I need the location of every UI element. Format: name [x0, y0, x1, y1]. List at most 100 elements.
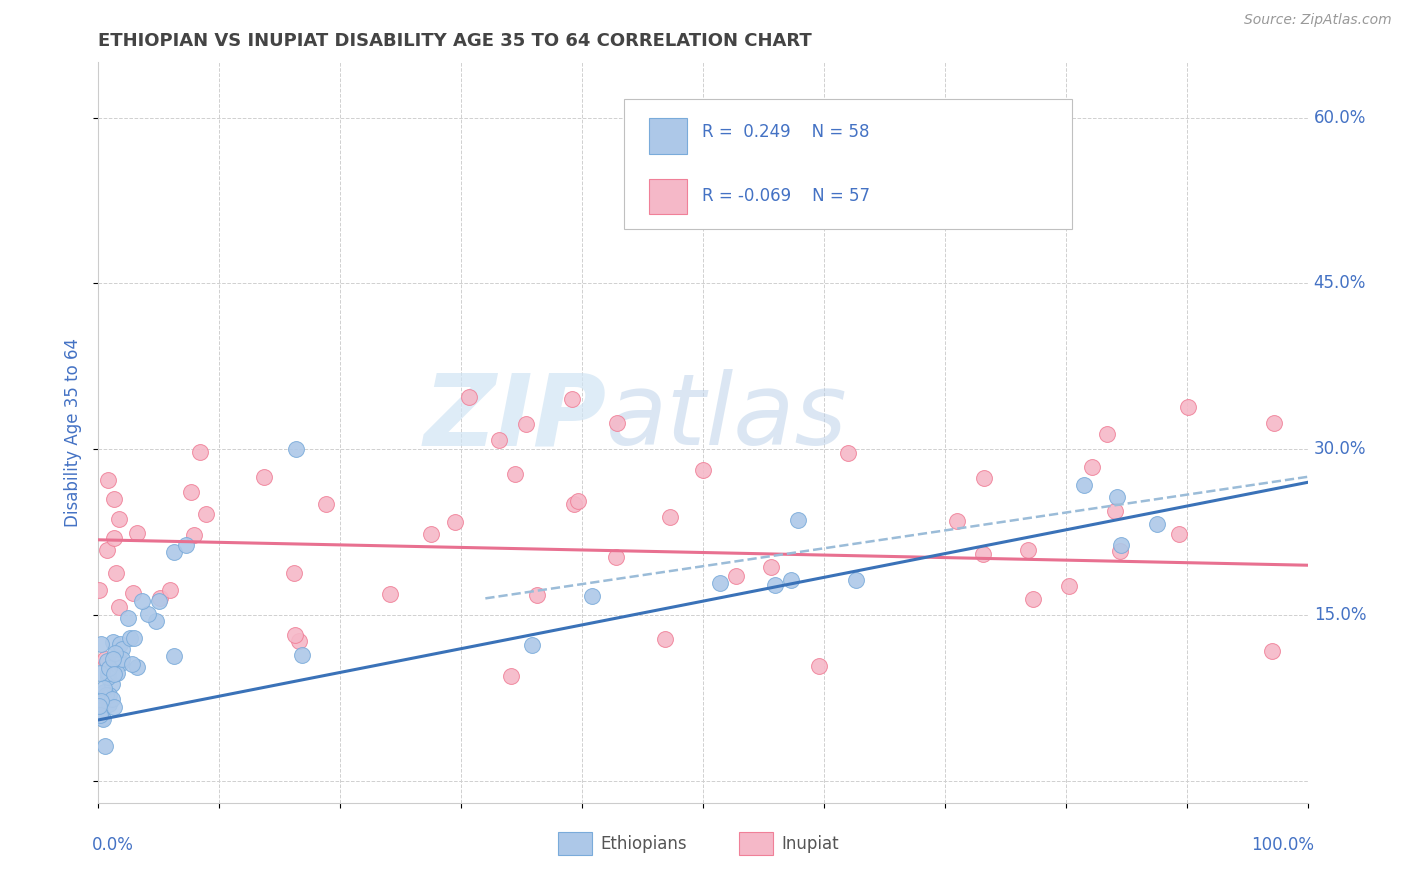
Point [101, 635, 124, 649]
Point [420, 526, 443, 541]
Point [103, 532, 125, 546]
Point [1057, 579, 1080, 593]
Point [98, 697, 121, 711]
Point [195, 507, 218, 521]
Point [759, 560, 782, 574]
Text: 60.0%: 60.0% [1313, 109, 1367, 127]
Point [89, 666, 111, 681]
Text: Inupiat: Inupiat [782, 835, 839, 853]
Point [87, 583, 110, 598]
Point [94, 739, 117, 753]
Point [567, 494, 589, 508]
Point [972, 547, 994, 561]
FancyBboxPatch shape [558, 832, 592, 855]
Point [149, 591, 172, 605]
Y-axis label: Disability Age 35 to 64: Disability Age 35 to 64 [65, 338, 83, 527]
Point [786, 513, 808, 527]
Point [89, 707, 111, 722]
Point [188, 445, 211, 459]
Point [111, 641, 134, 656]
Point [148, 593, 170, 607]
Point [807, 659, 830, 673]
Point [562, 497, 585, 511]
Point [725, 568, 748, 582]
Point [1146, 517, 1168, 532]
Point [96, 543, 118, 558]
Point [561, 392, 583, 406]
Point [97, 670, 120, 684]
Point [93, 681, 115, 695]
Text: 0.0%: 0.0% [93, 836, 134, 855]
Point [1017, 543, 1039, 558]
Point [101, 692, 124, 706]
Text: R = -0.069    N = 57: R = -0.069 N = 57 [702, 187, 870, 205]
Text: 45.0%: 45.0% [1313, 275, 1367, 293]
Point [108, 600, 131, 615]
Point [378, 587, 401, 601]
Point [96, 473, 118, 487]
Point [1073, 478, 1095, 492]
Text: ZIP: ZIP [423, 369, 606, 467]
Point [98, 660, 121, 674]
Point [93, 652, 115, 666]
Point [90, 696, 112, 710]
Point [125, 526, 148, 541]
Point [117, 611, 139, 625]
Point [457, 390, 479, 404]
Point [103, 667, 125, 681]
Point [111, 652, 134, 666]
Point [110, 656, 132, 670]
FancyBboxPatch shape [648, 118, 688, 153]
Point [315, 497, 337, 511]
Point [1081, 460, 1104, 475]
Point [105, 566, 128, 580]
Point [1104, 504, 1126, 518]
Point [121, 657, 143, 672]
Point [284, 442, 307, 457]
Point [103, 492, 125, 507]
Text: ETHIOPIAN VS INUPIAT DISABILITY AGE 35 TO 64 CORRELATION CHART: ETHIOPIAN VS INUPIAT DISABILITY AGE 35 T… [98, 32, 813, 50]
Text: Ethiopians: Ethiopians [600, 835, 688, 853]
Point [291, 648, 314, 662]
Text: 15.0%: 15.0% [1313, 606, 1367, 624]
Point [1095, 427, 1118, 442]
Point [93, 685, 115, 699]
Point [253, 470, 276, 484]
Point [124, 632, 146, 646]
Text: 100.0%: 100.0% [1250, 836, 1313, 855]
Point [780, 573, 803, 587]
Point [515, 417, 537, 431]
Point [1177, 400, 1199, 414]
Text: atlas: atlas [606, 369, 848, 467]
Text: 30.0%: 30.0% [1313, 440, 1367, 458]
Point [606, 416, 628, 430]
Point [159, 582, 181, 597]
Point [122, 586, 145, 600]
Point [1167, 526, 1189, 541]
Point [174, 539, 197, 553]
Text: Source: ZipAtlas.com: Source: ZipAtlas.com [1244, 13, 1392, 28]
Point [163, 648, 186, 663]
Point [1108, 544, 1130, 558]
Point [605, 549, 627, 564]
Point [125, 660, 148, 674]
Point [101, 677, 124, 691]
Point [89, 691, 111, 706]
Point [91, 713, 114, 727]
Point [136, 607, 159, 621]
Point [91, 711, 114, 725]
Point [145, 614, 167, 628]
Point [107, 653, 129, 667]
Point [837, 446, 859, 460]
Point [98, 688, 121, 702]
Point [1022, 591, 1045, 606]
Point [581, 590, 603, 604]
Point [654, 632, 676, 646]
Point [89, 699, 111, 714]
Point [283, 566, 305, 580]
Point [1105, 490, 1128, 504]
Point [488, 434, 510, 448]
Point [499, 668, 522, 682]
Point [103, 699, 125, 714]
Point [118, 631, 141, 645]
